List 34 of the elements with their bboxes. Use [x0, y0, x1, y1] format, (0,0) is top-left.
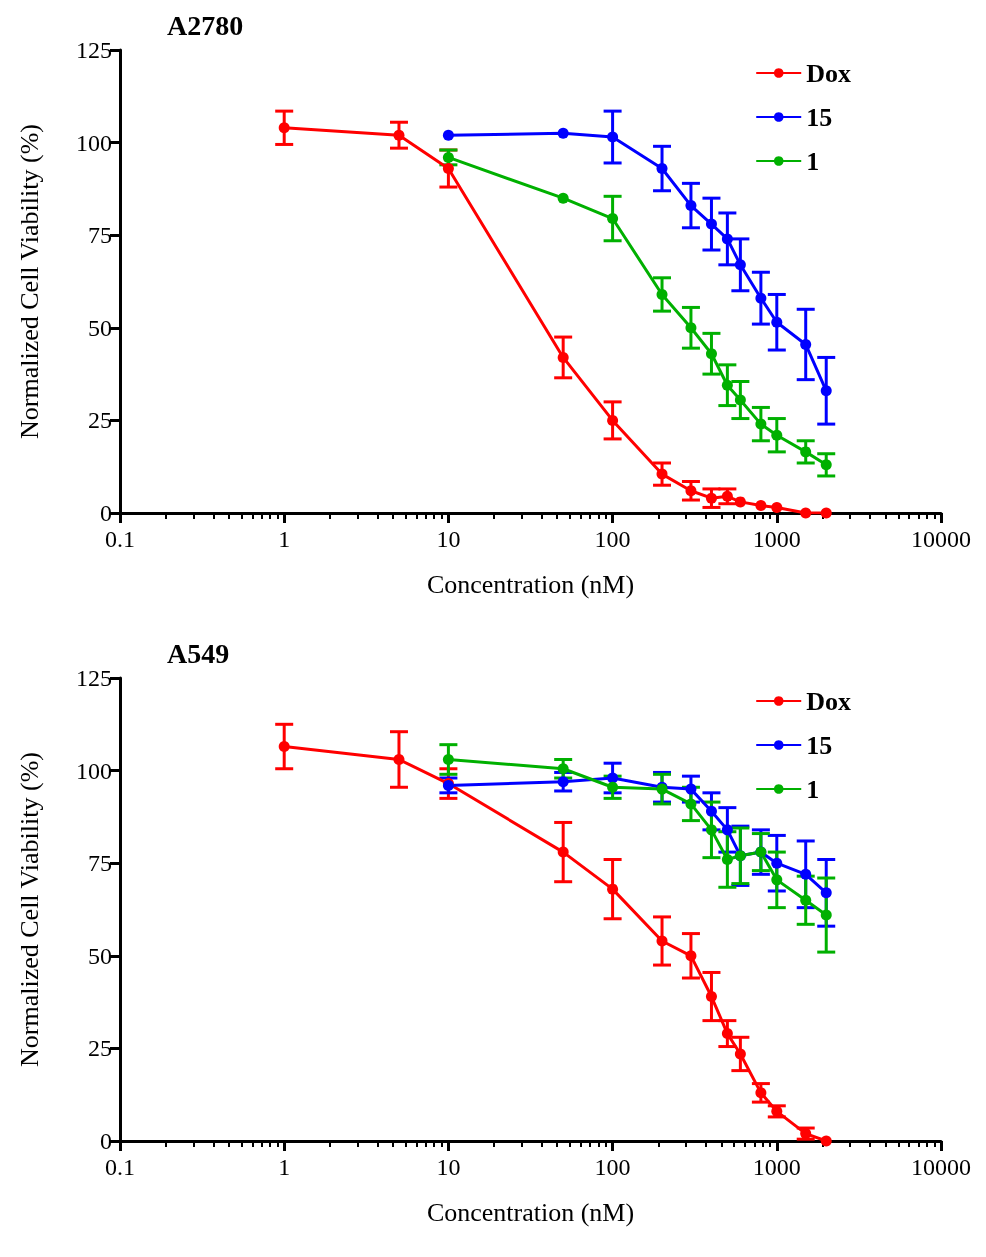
- legend-label: Dox: [806, 58, 851, 88]
- y-tick-label: 100: [76, 129, 112, 156]
- x-tick-label: 100: [594, 1154, 631, 1180]
- y-tick-label: 125: [76, 37, 112, 63]
- x-axis-title: Concentration (nM): [426, 569, 635, 599]
- x-tick-label: 1000: [752, 526, 801, 552]
- chart-title: A549: [167, 637, 230, 669]
- y-tick-label: 25: [88, 1035, 112, 1062]
- x-tick-label: 10000: [911, 526, 971, 552]
- x-tick-label: 0.1: [105, 1154, 135, 1180]
- chart-title: A2780: [167, 9, 244, 41]
- x-axis-title: Concentration (nM): [426, 1197, 635, 1227]
- y-axis-title: Normalized Cell Viability (%): [14, 124, 44, 439]
- x-tick-label: 10: [436, 526, 461, 552]
- legend-label: 15: [806, 102, 833, 132]
- y-tick-label: 50: [88, 314, 112, 341]
- legend-label: 15: [806, 730, 833, 760]
- x-tick-label: 10000: [911, 1154, 971, 1180]
- y-tick-label: 50: [88, 942, 112, 969]
- x-tick-label: 10: [436, 1154, 461, 1180]
- y-tick-label: 125: [76, 665, 112, 691]
- x-tick-label: 100: [594, 526, 631, 552]
- legend-label: Dox: [806, 686, 851, 716]
- legend-label: 1: [806, 774, 820, 804]
- x-tick-label: 1: [278, 526, 291, 552]
- y-tick-label: 75: [88, 850, 112, 877]
- y-tick-label: 25: [88, 407, 112, 434]
- y-tick-label: 75: [88, 222, 112, 249]
- x-tick-label: 0.1: [105, 526, 135, 552]
- y-axis-title: Normalized Cell Viability (%): [14, 752, 44, 1067]
- y-tick-label: 100: [76, 757, 112, 784]
- x-tick-label: 1: [278, 1154, 291, 1180]
- x-tick-label: 1000: [752, 1154, 801, 1180]
- legend-label: 1: [806, 146, 820, 176]
